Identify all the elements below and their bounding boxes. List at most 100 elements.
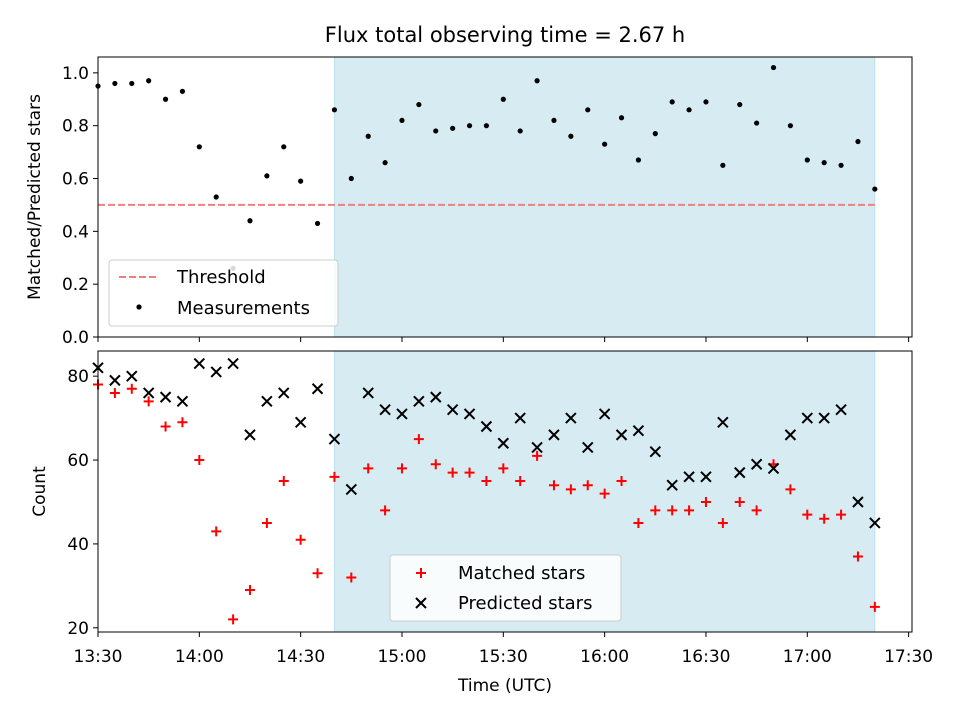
matched-star-point — [684, 505, 695, 516]
predicted-star-point — [210, 366, 222, 378]
predicted-star-point — [396, 408, 408, 420]
matched-star-point — [346, 572, 357, 583]
x-tick-label: 17:30 — [884, 647, 933, 667]
x-tick-label: 14:30 — [276, 647, 325, 667]
predicted-star-point — [497, 437, 510, 449]
chart-title: Flux total observing time = 2.67 h — [325, 23, 685, 47]
legend-label: Measurements — [177, 298, 310, 319]
x-tick-label: 15:00 — [377, 647, 426, 667]
legend-label: Predicted stars — [458, 593, 592, 614]
measurement-point — [754, 120, 760, 126]
predicted-star-point — [294, 416, 307, 429]
predicted-star-point — [767, 462, 780, 475]
measurement-point — [162, 96, 169, 102]
legend-label: Threshold — [176, 267, 266, 288]
matched-star-point — [380, 505, 391, 516]
matched-star-point — [228, 614, 239, 625]
matched-star-point — [515, 476, 526, 487]
predicted-star-point — [801, 412, 814, 424]
measurement-point — [804, 157, 810, 163]
y-tick-label: 80 — [67, 367, 89, 387]
predicted-star-point — [345, 483, 358, 496]
predicted-star-point — [142, 387, 155, 399]
x-tick-label: 14:00 — [175, 647, 224, 667]
legend-matched-swatch — [416, 568, 426, 578]
y-tick-label: 1.0 — [62, 64, 89, 84]
matched-star-point — [430, 459, 441, 470]
predicted-star-point — [446, 404, 459, 416]
measurement-point — [483, 123, 490, 129]
measurement-point — [652, 131, 658, 137]
measurement-point — [855, 138, 861, 145]
predicted-star-point — [328, 433, 341, 445]
predicted-star-point — [261, 395, 273, 408]
predicted-star-point — [531, 441, 543, 454]
legend-predicted-swatch — [415, 597, 427, 609]
matched-star-point — [616, 476, 627, 487]
predicted-star-point — [430, 391, 442, 403]
matched-star-point — [734, 496, 745, 507]
predicted-star-point — [193, 357, 206, 370]
predicted-star-point — [176, 395, 189, 408]
matched-star-point — [194, 455, 205, 466]
measurement-point — [686, 107, 692, 113]
y-tick-label: 40 — [67, 535, 89, 555]
measurement-point — [433, 128, 439, 134]
predicted-star-point — [734, 466, 746, 479]
measurement-point — [669, 99, 675, 105]
measurement-point — [281, 144, 287, 150]
measurement-point — [787, 123, 794, 129]
y-axis-label: Matched/Predicted stars — [25, 94, 45, 300]
legend: Matched stars Predicted stars — [389, 554, 622, 622]
x-tick-label: 13:30 — [74, 647, 123, 667]
measurement-point — [602, 141, 608, 147]
measurement-point — [450, 125, 456, 131]
top-panel: 0.0 0.2 0.4 0.6 0.8 1.0 Matched/Predicted star… — [25, 23, 913, 348]
legend-label: Matched stars — [458, 563, 585, 584]
predicted-star-point — [632, 424, 645, 437]
legend-box — [108, 259, 339, 327]
matched-star-point — [143, 396, 154, 407]
matched-star-point — [819, 513, 830, 524]
predicted-star-point — [548, 429, 560, 441]
predicted-star-point — [109, 374, 121, 387]
predicted-star-point — [784, 429, 797, 441]
measurement-point — [770, 64, 777, 71]
matched-star-point — [548, 480, 559, 491]
matched-star-point — [751, 505, 762, 516]
measurement-point — [585, 107, 591, 113]
matched-star-point — [633, 517, 644, 528]
measurement-point — [331, 107, 338, 113]
matched-star-point — [802, 509, 813, 520]
predicted-star-point — [666, 479, 678, 491]
matched-star-point — [836, 509, 847, 520]
matched-star-point — [160, 421, 171, 432]
predicted-star-point — [683, 471, 695, 483]
y-axis-label: Count — [30, 466, 50, 517]
predicted-star-point — [244, 429, 256, 441]
y-tick-label: 20 — [67, 619, 89, 639]
measurement-point — [213, 194, 219, 200]
predicted-star-point — [126, 370, 138, 382]
matched-star-point — [413, 434, 424, 445]
measurement-point — [112, 80, 118, 87]
x-tick-label: 16:00 — [580, 647, 629, 667]
predicted-star-point — [514, 412, 526, 424]
matched-star-point — [109, 387, 120, 398]
matched-star-point — [785, 484, 796, 495]
matched-star-point — [599, 488, 610, 499]
predicted-star-point — [700, 471, 712, 483]
matched-star-point — [396, 463, 407, 474]
matched-star-point — [278, 476, 289, 487]
predicted-star-point — [159, 391, 172, 403]
matched-star-point — [295, 534, 306, 545]
matched-star-point — [650, 505, 661, 516]
predicted-star-point — [649, 445, 662, 458]
predicted-star-point — [278, 387, 290, 399]
matched-star-point — [211, 526, 222, 537]
measurement-point — [179, 88, 186, 94]
measurement-point — [247, 218, 253, 224]
measurement-point — [737, 101, 743, 108]
predicted-star-point — [598, 408, 611, 420]
measurement-point — [466, 123, 473, 129]
